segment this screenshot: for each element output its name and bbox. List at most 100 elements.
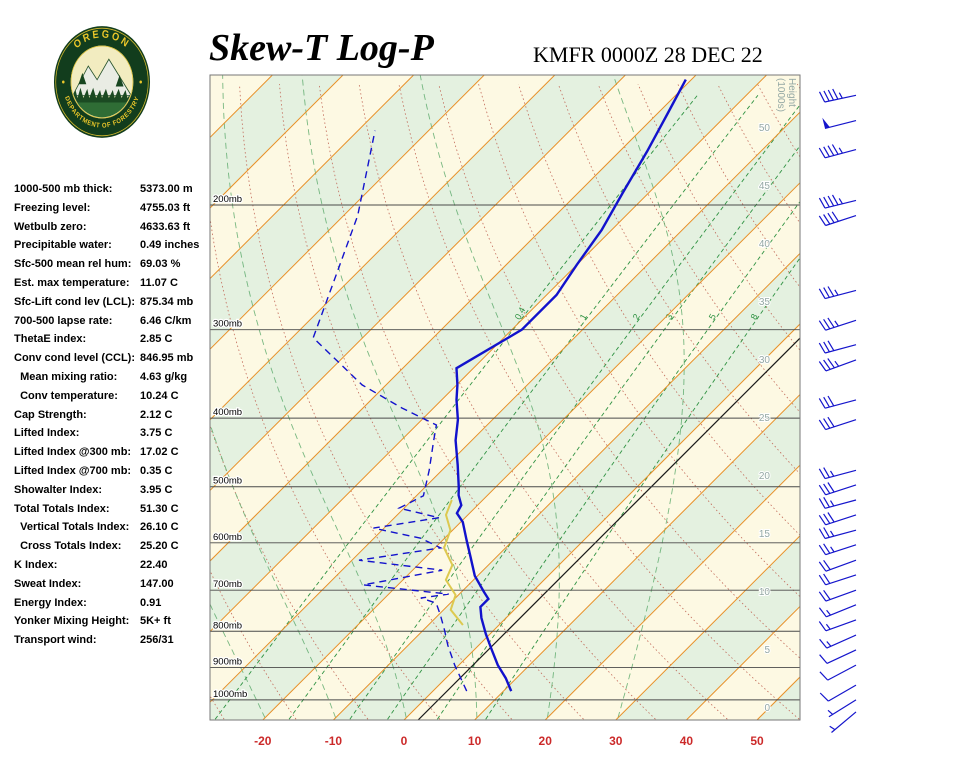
temp-tick-label: 20: [539, 734, 553, 748]
index-label: Conv cond level (CCL):: [14, 352, 136, 365]
wind-barb: [822, 117, 857, 129]
temp-tick-label: 30: [609, 734, 623, 748]
pressure-label: 800mb: [213, 620, 242, 631]
wind-barb: [829, 711, 857, 733]
wind-barb: [818, 573, 857, 586]
mixing-ratio-label: 2: [631, 312, 642, 321]
index-row: Sweat Index: 147.00: [14, 578, 210, 597]
index-value: 875.34 mb: [140, 295, 194, 308]
index-row: Vertical Totals Index: 26.10 C: [14, 521, 210, 540]
height-tick-label: 20: [759, 471, 771, 482]
wind-barb: [818, 395, 857, 409]
index-value: 6.46 C/km: [140, 314, 192, 327]
temp-tick-label: -10: [325, 734, 343, 748]
index-value: 256/31: [140, 634, 174, 647]
index-value: 2.12 C: [140, 408, 173, 421]
indices-panel: 1000-500 mb thick: 5373.00 m Freezing leve…: [14, 183, 210, 653]
index-row: Total Totals Index: 51.30 C: [14, 503, 210, 522]
index-label: K Index:: [14, 558, 58, 571]
index-value: 11.07 C: [140, 276, 178, 289]
height-axis-label: Height(1000s): [775, 78, 797, 112]
wind-barb: [818, 340, 857, 354]
index-label: Transport wind:: [14, 634, 97, 647]
wind-barb: [818, 496, 857, 509]
reference-line: [417, 337, 800, 720]
wind-barb: [818, 144, 857, 159]
index-label: Wetbulb zero:: [14, 220, 87, 233]
plot-area: 0.4 1 2 3 5 8: [210, 75, 800, 720]
index-label: Cap Strength:: [14, 408, 87, 421]
wind-barb: [818, 286, 857, 300]
dewpoint-trace: [312, 130, 468, 692]
index-value: 0.49 inches: [140, 239, 200, 252]
index-row: K Index: 22.40: [14, 559, 210, 578]
index-row: Cross Totals Index: 25.20 C: [14, 540, 210, 559]
wind-barb: [819, 684, 857, 702]
index-label: Precipitable water:: [14, 239, 112, 252]
station-datetime: KMFR 0000Z 28 DEC 22: [533, 42, 763, 67]
wind-barb: [818, 543, 857, 556]
index-row: Wetbulb zero: 4633.63 ft: [14, 221, 210, 240]
index-row: Sfc-500 mean rel hum: 69.03 %: [14, 258, 210, 277]
height-tick-label: 15: [759, 529, 771, 540]
moist-adiabats: [210, 75, 685, 718]
index-label: Sfc-Lift cond lev (LCL):: [14, 295, 135, 308]
index-value: 25.20 C: [140, 540, 179, 553]
index-value: 17.02 C: [140, 446, 179, 459]
svg-text:Height: Height: [786, 78, 797, 107]
index-label: Freezing level:: [14, 201, 91, 214]
index-value: 3.95 C: [140, 483, 173, 496]
index-row: Sfc-Lift cond lev (LCL): 875.34 mb: [14, 296, 210, 315]
tree-icon: [115, 75, 124, 87]
temperature-trace: [454, 79, 687, 692]
index-row: Lifted Index @700 mb: 0.35 C: [14, 465, 210, 484]
wind-barb: [818, 527, 857, 540]
forest-icon: [71, 87, 133, 108]
index-value: 4633.63 ft: [140, 220, 191, 233]
temp-tick-label: 40: [680, 734, 694, 748]
pressure-label: 1000mb: [213, 689, 247, 700]
index-value: 0.35 C: [140, 464, 173, 477]
index-row: 700-500 lapse rate: 6.46 C/km: [14, 315, 210, 334]
index-row: Energy Index: 0.91: [14, 597, 210, 616]
index-label: Conv temperature:: [14, 389, 118, 402]
height-tick-label: 30: [759, 355, 771, 366]
pressure-lines: [210, 204, 800, 701]
wind-barbs-column: [818, 88, 857, 733]
index-value: 5K+ ft: [140, 615, 171, 628]
index-value: 3.75 C: [140, 427, 173, 440]
index-value: 69.03 %: [140, 258, 181, 271]
wind-barb: [818, 512, 857, 526]
index-label: Cross Totals Index:: [14, 540, 122, 553]
isotherms: [210, 75, 800, 720]
height-tick-label: 40: [759, 239, 771, 250]
wind-barb: [818, 211, 857, 227]
logo-outer-trim: [55, 27, 149, 137]
index-label: Yonker Mixing Height:: [14, 615, 130, 628]
height-tick-label: 50: [759, 123, 771, 134]
index-label: Total Totals Index:: [14, 502, 110, 515]
wind-barb: [819, 664, 857, 681]
index-row: Cap Strength: 2.12 C: [14, 409, 210, 428]
index-label: Est. max temperature:: [14, 276, 130, 289]
wind-barb: [818, 467, 857, 480]
wind-barb: [818, 559, 857, 572]
index-label: Energy Index:: [14, 596, 87, 609]
index-row: Conv temperature: 10.24 C: [14, 390, 210, 409]
svg-text:(1000s): (1000s): [775, 78, 786, 112]
logo-dot-right: [139, 80, 142, 84]
pressure-label: 900mb: [213, 656, 242, 667]
index-value: 5373.00 m: [140, 183, 193, 195]
temp-tick-label: 0: [401, 734, 408, 748]
pressure-label: 600mb: [213, 532, 242, 543]
mixing-ratio-label: 8: [749, 312, 760, 321]
wind-barb: [818, 317, 857, 331]
temp-tick-label: -20: [254, 734, 272, 748]
logo-dot-left: [62, 80, 65, 84]
index-label: Lifted Index:: [14, 427, 80, 440]
index-row: ThetaE index: 2.85 C: [14, 333, 210, 352]
index-value: 4755.03 ft: [140, 201, 191, 214]
height-tick-label: 5: [764, 645, 770, 656]
index-value: 147.00: [140, 577, 174, 590]
